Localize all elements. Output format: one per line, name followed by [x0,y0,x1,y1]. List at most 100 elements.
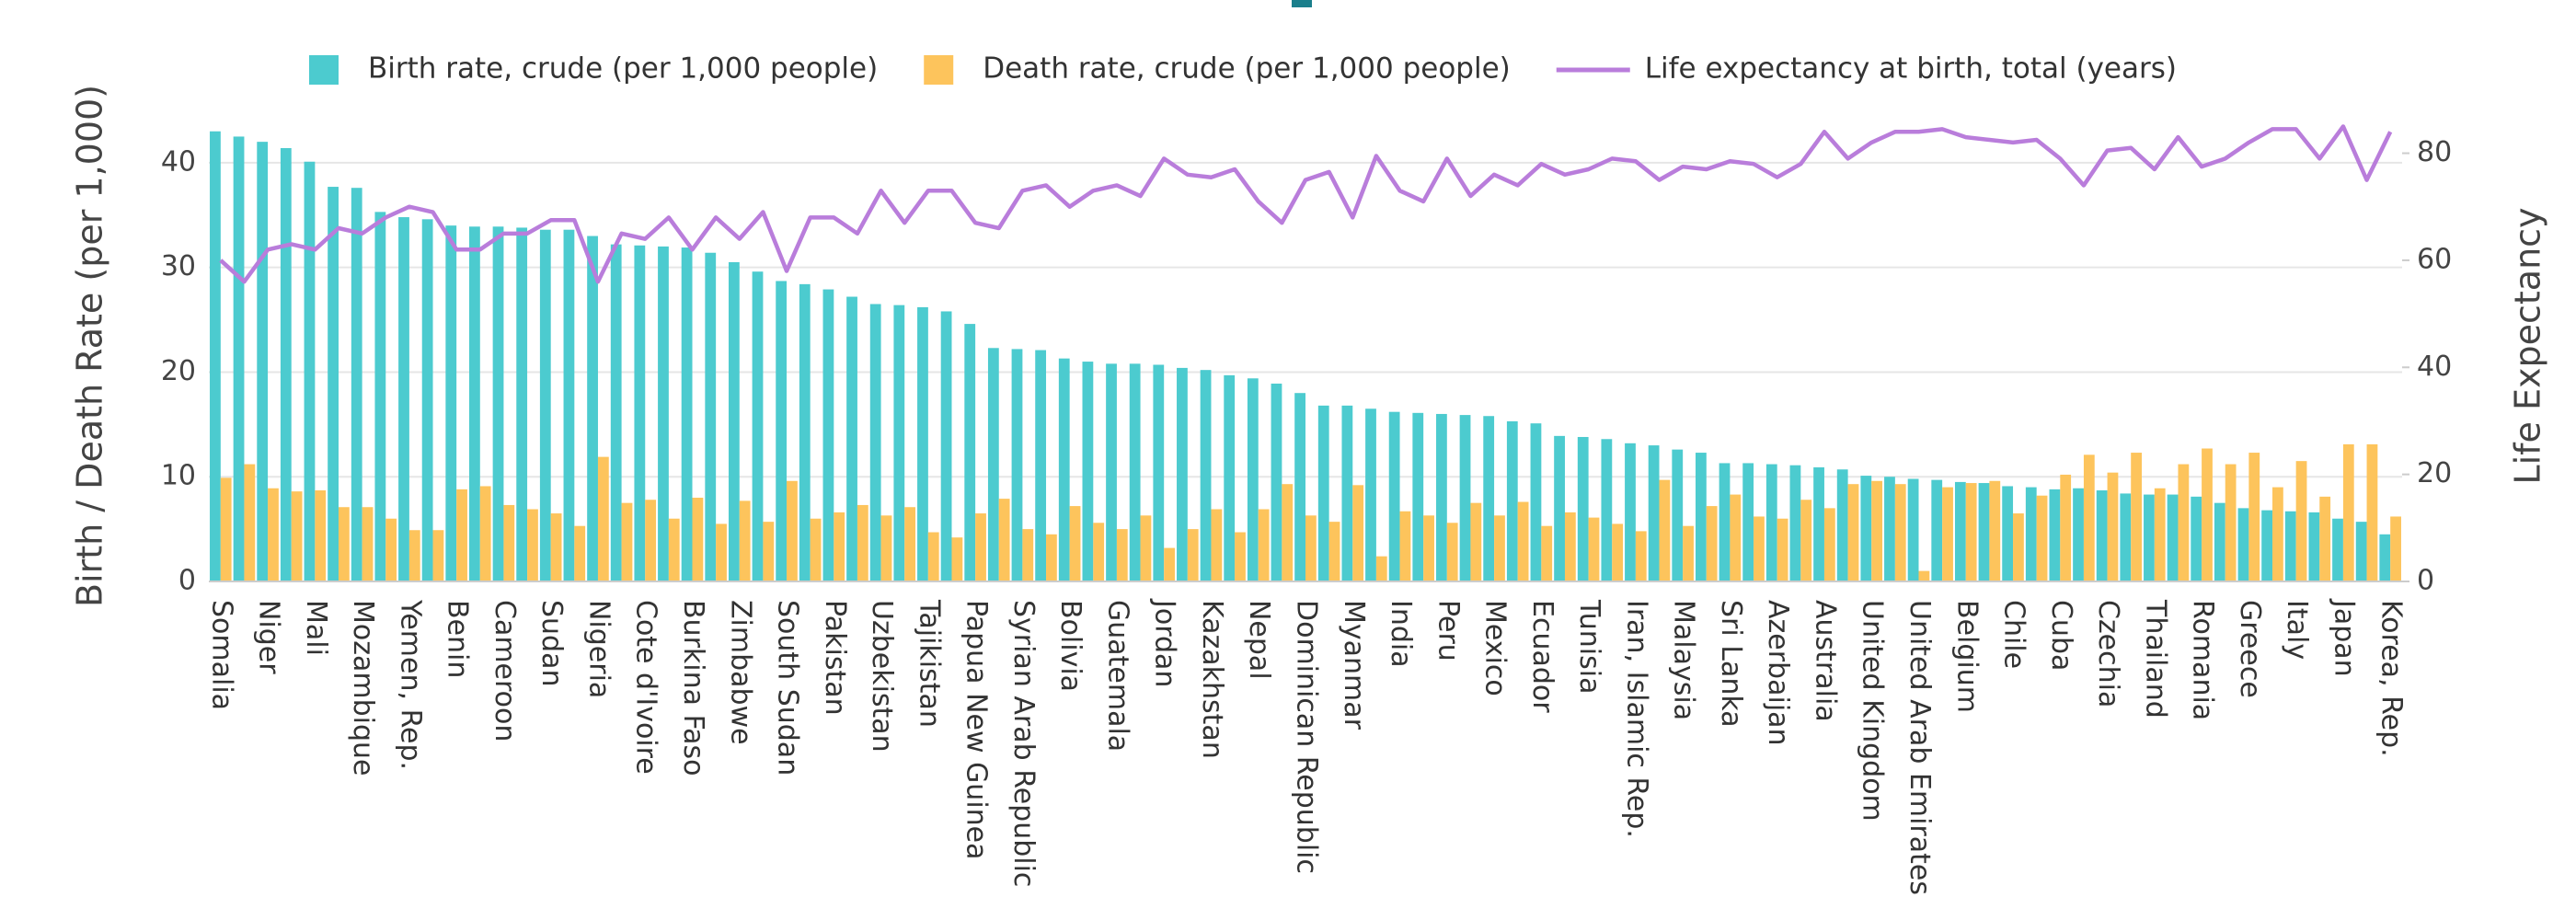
bar [752,271,764,581]
bar [315,490,327,581]
bar [705,252,717,581]
bar [2131,453,2142,581]
bar [2308,512,2320,581]
y-tick-label: 20 [161,355,196,387]
bar [692,497,704,581]
bar [1341,405,1353,581]
bar [2144,494,2155,581]
bar [1601,439,1613,581]
bar [244,464,256,581]
bar [1659,479,1671,581]
x-tick-label: Peru [1432,600,1464,661]
bar [1730,494,1742,581]
y2-axis-title: Life Expectancy [2508,207,2548,484]
bar [681,247,693,581]
bar [1282,484,1294,581]
bar [2332,518,2343,581]
x-tick-label: Mexico [1479,600,1512,696]
x-tick-label: Pakistan [819,600,851,716]
bar [1754,516,1765,581]
x-tick-label: Sudan [535,600,568,687]
x-tick-label: Somalia [205,600,237,710]
bar [2237,508,2249,581]
x-tick-label: Benin [442,600,474,678]
bar [2248,453,2260,581]
bar [2295,461,2307,581]
x-tick-label: Zimbabwe [724,600,756,745]
x-tick-label: Cameroon [489,600,521,742]
x-tick-label: Ecuador [1526,600,1558,713]
bar [904,507,916,581]
bar [2107,472,2119,581]
bar [1506,420,1518,581]
bar [2390,516,2401,581]
bar [846,296,857,581]
y2-tick-label: 0 [2417,565,2434,597]
bar [385,518,397,581]
bar [975,513,986,581]
bar [2073,488,2084,581]
bar [351,188,362,581]
bar [927,532,939,581]
bar [2120,493,2132,581]
bar [1164,547,1175,581]
x-tick-label: United Kingdom [1857,600,1889,822]
x-tick-label: Kazakhstan [1196,600,1228,759]
bar [2083,454,2095,581]
bar [1648,445,1660,581]
bar [1022,529,1034,581]
bar [998,499,1010,581]
bar [1365,408,1376,581]
x-tick-label: Cote d'Ivoire [630,600,662,775]
bar [1412,412,1424,581]
y2-tick-label: 80 [2417,136,2452,168]
bar [1235,532,1246,581]
bar [1978,483,1990,581]
bar [1375,556,1387,581]
bar [1494,515,1505,581]
x-tick-label: Dominican Republic [1291,600,1323,874]
x-tick-label: Cuba [2045,600,2077,671]
x-tick-label: Mozambique [347,600,379,776]
bar [1847,484,1859,581]
bar [893,305,905,581]
bar [456,489,467,581]
bar [987,348,999,581]
y2-tick-label: 40 [2417,351,2452,383]
bar [1836,469,1848,581]
bar [2191,496,2202,581]
x-tick-label: Niger [253,600,285,674]
bar [539,229,551,581]
bar [2342,443,2354,581]
bar [1352,485,1364,581]
bar [1894,484,1906,581]
bar [2261,510,2273,581]
bar [2002,486,2014,581]
bar [1399,511,1411,581]
bar [857,504,868,581]
bar [1719,463,1731,581]
bar [445,225,457,581]
bar [728,261,740,581]
bar [1554,435,1565,581]
x-tick-label: Guatemala [1101,600,1133,752]
bar [1294,393,1305,581]
legend-label: Death rate, crude (per 1,000 people) [983,52,1511,86]
bar [220,477,232,581]
bar [1177,367,1188,581]
bar [2366,443,2378,581]
x-tick-label: Belgium [1950,600,1983,713]
bar [1046,534,1057,581]
bar [2096,490,2108,581]
x-tick-label: Thailand [2139,599,2171,719]
bar [268,488,279,581]
legend-label: Life expectancy at birth, total (years) [1645,52,2177,86]
bar [479,486,491,581]
bar [1541,525,1553,581]
x-tick-label: Syrian Arab Republic [1007,600,1040,887]
bar [563,229,575,581]
x-tick-label: Bolivia [1054,600,1087,692]
x-tick-label: Uzbekistan [866,600,898,753]
bar [1153,364,1165,581]
